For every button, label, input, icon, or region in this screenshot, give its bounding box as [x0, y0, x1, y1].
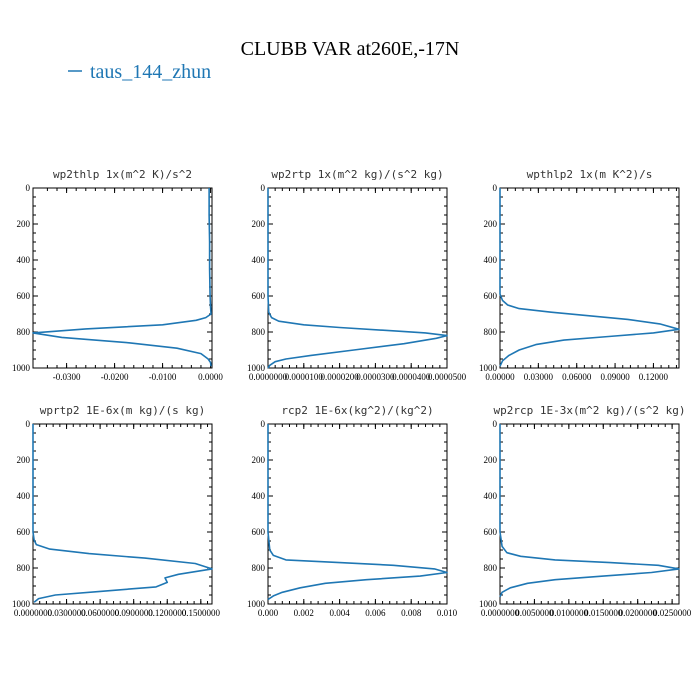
figure-title: CLUBB VAR at260E,-17N — [241, 38, 460, 60]
x-tick-label: 0.0150000 — [584, 608, 623, 618]
y-tick-label: 0 — [261, 183, 266, 193]
x-tick-label: 0.00000 — [485, 372, 515, 382]
y-tick-label: 200 — [17, 219, 31, 229]
x-tick-label: 0.0300000 — [47, 608, 86, 618]
y-tick-label: 0 — [493, 183, 498, 193]
panel-3: wpthlp2 1x(m K^2)/s 0 200 400 600 800 10000.00… — [479, 168, 680, 382]
x-tick-label: 0.0000000 — [14, 608, 53, 618]
x-tick-label: 0.0000400 — [392, 372, 431, 382]
y-tick-label: 0 — [261, 419, 266, 429]
x-tick-label: 0.008 — [401, 608, 422, 618]
x-tick-label: -0.0200 — [101, 372, 129, 382]
y-tick-label: 0 — [493, 419, 498, 429]
panel-5: rcp2 1E-6x(kg^2)/(kg^2) 0 200 400 600 800 1000… — [247, 404, 458, 618]
y-tick-label: 400 — [17, 491, 31, 501]
y-tick-label: 200 — [484, 219, 498, 229]
y-tick-label: 600 — [484, 291, 498, 301]
y-tick-label: 600 — [252, 527, 266, 537]
x-tick-label: 0.0100000 — [550, 608, 589, 618]
panel-title: wp2rcp 1E-3x(m^2 kg)/(s^2 kg) — [493, 404, 685, 417]
x-tick-label: 0.0900000 — [115, 608, 154, 618]
y-tick-label: 0 — [26, 183, 31, 193]
legend: taus_144_zhun — [68, 61, 211, 83]
y-tick-label: 1000 — [12, 363, 31, 373]
series-line — [32, 424, 213, 603]
x-tick-label: 0.0050000 — [515, 608, 554, 618]
x-tick-label: 0.0000000 — [249, 372, 288, 382]
panel-4: wprtp2 1E-6x(m kg)/(s kg) 0 200 400 600 800 10… — [12, 404, 220, 618]
panel-title: wp2rtp 1x(m^2 kg)/(s^2 kg) — [271, 168, 443, 181]
y-tick-label: 400 — [17, 255, 31, 265]
x-tick-label: 0.09000 — [600, 372, 630, 382]
x-tick-label: 0.0250000 — [653, 608, 692, 618]
y-tick-label: 400 — [484, 491, 498, 501]
y-tick-label: 400 — [252, 491, 266, 501]
y-tick-label: 600 — [252, 291, 266, 301]
plot-frame — [267, 423, 448, 605]
x-tick-label: 0.1200000 — [148, 608, 187, 618]
y-tick-label: 800 — [252, 563, 266, 573]
series-line — [267, 424, 448, 601]
x-tick-label: 0.1500000 — [182, 608, 221, 618]
y-tick-label: 1000 — [479, 363, 498, 373]
y-tick-label: 200 — [252, 455, 266, 465]
y-tick-label: 800 — [484, 327, 498, 337]
y-tick-label: 0 — [26, 419, 31, 429]
panels-grid: wp2thlp 1x(m^2 K)/s^2 0 200 400 600 800 1000 -0… — [12, 168, 692, 618]
panel-title: wp2thlp 1x(m^2 K)/s^2 — [53, 168, 192, 181]
series-line — [499, 424, 680, 598]
x-tick-label: 0.0000200 — [320, 372, 359, 382]
x-tick-label: 0.12000 — [639, 372, 669, 382]
plot-frame — [499, 187, 680, 369]
panel-title: rcp2 1E-6x(kg^2)/(kg^2) — [281, 404, 433, 417]
y-tick-label: 1000 — [247, 363, 266, 373]
x-tick-label: 0.0600000 — [81, 608, 120, 618]
panel-title: wpthlp2 1x(m K^2)/s — [527, 168, 653, 181]
x-tick-label: -0.0100 — [149, 372, 177, 382]
plot-frame — [32, 423, 213, 605]
x-tick-label: 0.006 — [365, 608, 386, 618]
y-tick-label: 800 — [17, 327, 31, 337]
y-tick-label: 600 — [17, 291, 31, 301]
y-tick-label: 200 — [252, 219, 266, 229]
x-tick-label: 0.002 — [294, 608, 314, 618]
plot-frame — [32, 187, 213, 369]
y-tick-label: 1000 — [479, 599, 498, 609]
x-tick-label: 0.0200000 — [619, 608, 658, 618]
x-tick-label: 0.03000 — [524, 372, 554, 382]
x-tick-label: -0.0300 — [53, 372, 81, 382]
series-line — [499, 188, 680, 367]
y-tick-label: 400 — [252, 255, 266, 265]
y-tick-label: 600 — [17, 527, 31, 537]
y-tick-label: 1000 — [247, 599, 266, 609]
y-tick-label: 1000 — [12, 599, 31, 609]
legend-label: taus_144_zhun — [90, 61, 211, 83]
y-tick-label: 600 — [484, 527, 498, 537]
panel-6: wp2rcp 1E-3x(m^2 kg)/(s^2 kg) 0 200 400 600 8… — [479, 404, 692, 618]
y-tick-label: 800 — [252, 327, 266, 337]
series-line — [267, 188, 448, 369]
panel-title: wprtp2 1E-6x(m kg)/(s kg) — [40, 404, 206, 417]
panel-2: wp2rtp 1x(m^2 kg)/(s^2 kg) 0 200 400 600 800 1… — [247, 168, 467, 382]
series-line — [32, 188, 212, 367]
x-tick-label: 0.06000 — [562, 372, 592, 382]
x-tick-label: 0.0000 — [198, 372, 223, 382]
x-tick-label: 0.010 — [437, 608, 458, 618]
panel-1: wp2thlp 1x(m^2 K)/s^2 0 200 400 600 800 1000 -0… — [12, 168, 223, 382]
y-tick-label: 200 — [17, 455, 31, 465]
y-tick-label: 400 — [484, 255, 498, 265]
x-tick-label: 0.0000100 — [285, 372, 324, 382]
x-tick-label: 0.000 — [258, 608, 279, 618]
y-tick-label: 200 — [484, 455, 498, 465]
y-tick-label: 800 — [484, 563, 498, 573]
x-tick-label: 0.0000500 — [428, 372, 467, 382]
x-tick-label: 0.0000000 — [481, 608, 520, 618]
y-tick-label: 800 — [17, 563, 31, 573]
x-tick-label: 0.0000300 — [356, 372, 395, 382]
x-tick-label: 0.004 — [329, 608, 350, 618]
